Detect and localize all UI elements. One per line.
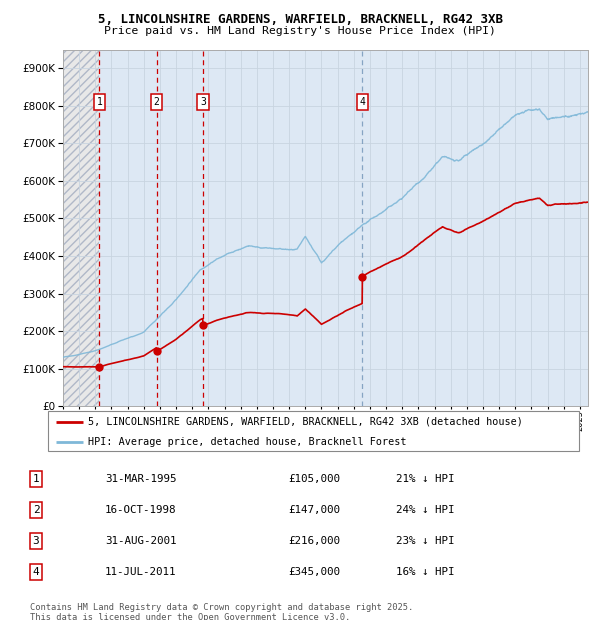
- Text: £216,000: £216,000: [288, 536, 340, 546]
- Text: 24% ↓ HPI: 24% ↓ HPI: [396, 505, 455, 515]
- Text: Price paid vs. HM Land Registry's House Price Index (HPI): Price paid vs. HM Land Registry's House …: [104, 26, 496, 36]
- Text: 23% ↓ HPI: 23% ↓ HPI: [396, 536, 455, 546]
- Text: 2: 2: [32, 505, 40, 515]
- Text: 31-AUG-2001: 31-AUG-2001: [105, 536, 176, 546]
- Text: 5, LINCOLNSHIRE GARDENS, WARFIELD, BRACKNELL, RG42 3XB: 5, LINCOLNSHIRE GARDENS, WARFIELD, BRACK…: [97, 13, 503, 26]
- Text: HPI: Average price, detached house, Bracknell Forest: HPI: Average price, detached house, Brac…: [88, 436, 406, 446]
- Text: 5, LINCOLNSHIRE GARDENS, WARFIELD, BRACKNELL, RG42 3XB (detached house): 5, LINCOLNSHIRE GARDENS, WARFIELD, BRACK…: [88, 417, 523, 427]
- Text: 1: 1: [32, 474, 40, 484]
- Bar: [63, 50, 100, 406]
- Text: 4: 4: [32, 567, 40, 577]
- Text: 31-MAR-1995: 31-MAR-1995: [105, 474, 176, 484]
- Text: £105,000: £105,000: [288, 474, 340, 484]
- Text: 1: 1: [97, 97, 102, 107]
- Text: 16-OCT-1998: 16-OCT-1998: [105, 505, 176, 515]
- Text: 3: 3: [32, 536, 40, 546]
- Text: £345,000: £345,000: [288, 567, 340, 577]
- Text: £147,000: £147,000: [288, 505, 340, 515]
- Text: 3: 3: [200, 97, 206, 107]
- Text: 16% ↓ HPI: 16% ↓ HPI: [396, 567, 455, 577]
- Text: Contains HM Land Registry data © Crown copyright and database right 2025.
This d: Contains HM Land Registry data © Crown c…: [30, 603, 413, 620]
- Text: 11-JUL-2011: 11-JUL-2011: [105, 567, 176, 577]
- Text: 2: 2: [154, 97, 160, 107]
- Text: 4: 4: [359, 97, 365, 107]
- Text: 21% ↓ HPI: 21% ↓ HPI: [396, 474, 455, 484]
